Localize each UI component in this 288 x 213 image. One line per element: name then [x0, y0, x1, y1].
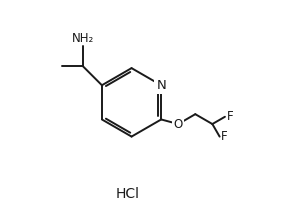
Text: HCl: HCl: [115, 187, 139, 201]
Text: F: F: [227, 110, 233, 123]
Text: NH₂: NH₂: [72, 32, 94, 45]
Text: N: N: [156, 79, 166, 92]
Text: O: O: [174, 118, 183, 131]
Text: F: F: [221, 130, 228, 143]
